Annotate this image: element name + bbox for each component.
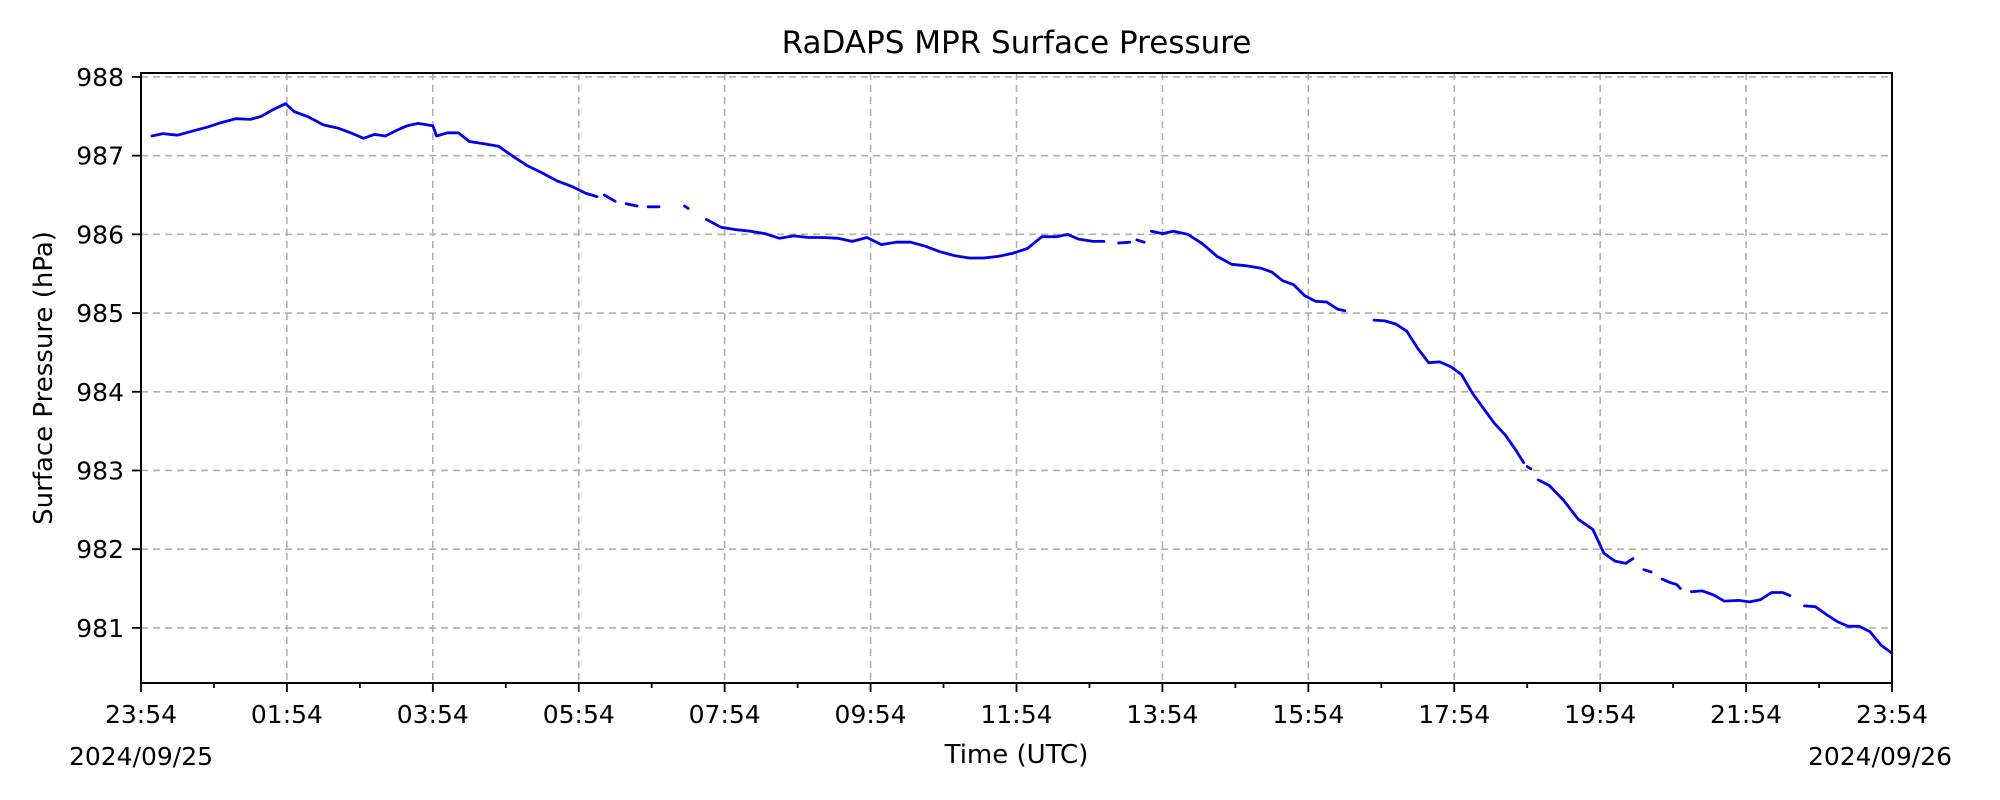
y-tick-label: 984 (76, 378, 124, 407)
x-tick-label: 21:54 (1710, 700, 1782, 729)
x-tick-label: 15:54 (1272, 700, 1344, 729)
y-axis-label: Surface Pressure (hPa) (29, 231, 59, 525)
pressure-line-segment (1690, 589, 1792, 604)
pressure-line-segment (1642, 568, 1653, 574)
pressure-line-segment (150, 102, 599, 199)
x-tick-label: 19:54 (1564, 700, 1636, 729)
x-tick-label: 23:54 (1856, 700, 1928, 729)
pressure-line-segment (1803, 604, 1894, 655)
pressure-line-segment (1372, 318, 1525, 465)
x-tick-label: 23:54 (105, 700, 177, 729)
y-tick-label: 986 (76, 220, 124, 249)
pressure-line-segment (1150, 229, 1347, 313)
pressure-line-segment (1135, 238, 1146, 244)
x-axis-end-date-label: 2024/09/26 (1808, 742, 1952, 771)
pressure-series (150, 102, 1894, 655)
y-tick-label: 988 (76, 63, 124, 92)
axis-tick-labels: 23:54 01:54 03:54 05:54 07:54 09:54 11:54 13:54… (76, 63, 1928, 729)
x-tick-label: 11:54 (980, 700, 1052, 729)
pressure-line-segment (1536, 478, 1635, 565)
pressure-line-segment (705, 217, 1106, 260)
grid-lines (141, 73, 1892, 683)
x-tick-label: 17:54 (1418, 700, 1490, 729)
pressure-line-segment (1117, 240, 1131, 245)
y-tick-label: 983 (76, 456, 124, 485)
x-tick-label: 07:54 (689, 700, 761, 729)
x-axis-label: Time (UTC) (944, 740, 1089, 770)
x-tick-label: 05:54 (543, 700, 615, 729)
y-tick-label: 985 (76, 299, 124, 328)
axis-ticks (132, 76, 1893, 692)
pressure-line-segment (602, 193, 617, 203)
y-tick-label: 981 (76, 614, 124, 643)
pressure-line-segment (624, 202, 639, 208)
chart-title: RaDAPS MPR Surface Pressure (782, 25, 1252, 61)
pressure-line-segment (1525, 465, 1533, 471)
y-tick-label: 982 (76, 535, 124, 564)
x-axis-start-date-label: 2024/09/25 (69, 742, 213, 771)
x-tick-label: 09:54 (835, 700, 907, 729)
pressure-line-segment (683, 204, 690, 210)
y-tick-label: 987 (76, 142, 124, 171)
x-tick-label: 13:54 (1126, 700, 1198, 729)
x-tick-label: 03:54 (397, 700, 469, 729)
x-tick-label: 01:54 (251, 700, 323, 729)
pressure-line-segment (1660, 577, 1682, 590)
